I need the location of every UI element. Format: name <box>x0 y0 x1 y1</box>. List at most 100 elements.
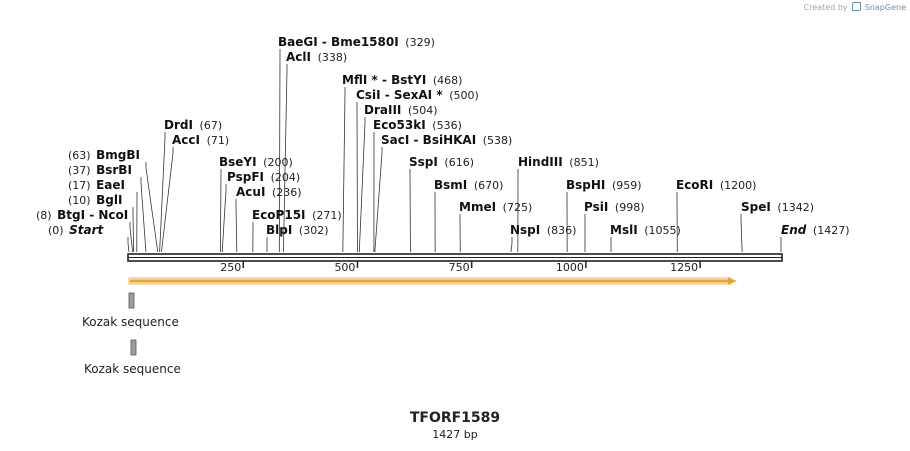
enzyme-name: BsmI <box>434 178 467 192</box>
enzyme-name: BstYI <box>391 73 426 87</box>
site-leader-line <box>132 207 134 253</box>
site-position: (1427) <box>806 224 849 237</box>
enzyme-name: EcoP15I <box>252 208 306 222</box>
site-leader-line <box>161 147 174 253</box>
enzyme-name: BsrBI <box>96 163 132 177</box>
enzyme-name: DraIII <box>364 103 401 117</box>
enzyme-name: End <box>781 223 807 237</box>
site-leader-line <box>235 199 238 253</box>
site-label: BspHI (959) <box>566 178 642 192</box>
orf-arrow-head <box>728 277 737 285</box>
site-position: (504) <box>401 104 437 117</box>
enzyme-name: BsiHKAI <box>423 133 477 147</box>
enzyme-name: BlpI <box>266 223 292 237</box>
site-label: EcoP15I (271) <box>252 208 342 222</box>
site-position: (8) <box>36 209 57 222</box>
site-position: (0) <box>48 224 69 237</box>
site-leader-line <box>140 177 147 253</box>
site-label: BsmI (670) <box>434 178 503 192</box>
site-leader-line <box>219 169 222 253</box>
feature-label-kozak-2: Kozak sequence <box>84 362 181 376</box>
enzyme-name: NspI <box>510 223 540 237</box>
enzyme-name: BseYI <box>219 155 257 169</box>
feature-boxes <box>128 292 137 356</box>
site-leader-line <box>221 184 227 253</box>
sequence-length: 1427 bp <box>432 428 478 441</box>
enzyme-name: BglI <box>96 193 122 207</box>
site-leader-line <box>374 147 383 253</box>
site-label: DrdI (67) <box>164 118 222 132</box>
enzyme-name: MslI <box>610 223 638 237</box>
site-label: CsiI - SexAI * (500) <box>356 88 479 102</box>
site-position: (67) <box>193 119 222 132</box>
site-name-separator: - <box>381 88 394 102</box>
axis-ticks: 250 500 750 1000 1250 <box>220 261 701 274</box>
site-label: PsiI (998) <box>584 200 644 214</box>
site-position: (302) <box>292 224 328 237</box>
axis-tick-label: 750 <box>449 261 470 274</box>
site-name-separator: - <box>318 35 331 49</box>
enzyme-name: HindIII <box>518 155 563 169</box>
enzyme-name: Bme1580I <box>331 35 399 49</box>
site-label: AccI (71) <box>172 133 229 147</box>
credit-brand: SnapGene <box>864 3 906 12</box>
enzyme-name: MmeI <box>459 200 496 214</box>
site-position: (851) <box>563 156 599 169</box>
site-name-separator: - <box>378 73 391 87</box>
site-position: (468) <box>426 74 462 87</box>
site-position: (536) <box>426 119 462 132</box>
site-position: (538) <box>476 134 512 147</box>
site-leader-line <box>283 64 288 253</box>
snapgene-credit: Created by SnapGene <box>804 2 906 12</box>
site-label: AclI (338) <box>286 50 347 64</box>
enzyme-name: BaeGI <box>278 35 318 49</box>
site-label: AcuI (236) <box>236 185 302 199</box>
site-position: (616) <box>438 156 474 169</box>
feature-label-kozak-1: Kozak sequence <box>82 315 179 329</box>
site-position: (1342) <box>771 201 814 214</box>
site-position: (1200) <box>713 179 756 192</box>
site-label: (10) BglI <box>68 193 122 207</box>
site-position: (725) <box>496 201 532 214</box>
axis-tick-label: 250 <box>220 261 241 274</box>
site-label: SacI - BsiHKAI (538) <box>381 133 512 147</box>
site-label: HindIII (851) <box>518 155 599 169</box>
feature-box-kozak <box>130 339 137 356</box>
axis-tick-label: 1000 <box>556 261 584 274</box>
enzyme-name: SexAI * <box>394 88 443 102</box>
site-position: (63) <box>68 149 96 162</box>
site-labels: BaeGI - Bme1580I (329)AclI (338)MflI * -… <box>36 35 850 237</box>
site-label: SspI (616) <box>409 155 474 169</box>
backbone <box>127 253 783 262</box>
site-leader-line <box>740 214 743 253</box>
site-label: MmeI (725) <box>459 200 532 214</box>
enzyme-name: BmgBI <box>96 148 140 162</box>
site-leader-line <box>358 117 366 253</box>
enzyme-name: SacI <box>381 133 409 147</box>
site-position: (836) <box>540 224 576 237</box>
site-position: (329) <box>399 36 435 49</box>
enzyme-name: Eco53kI <box>373 118 426 132</box>
site-position: (71) <box>200 134 229 147</box>
site-label: (0) Start <box>48 223 104 237</box>
site-position: (200) <box>257 156 293 169</box>
site-leader-line <box>127 237 130 253</box>
site-label: (37) BsrBI <box>68 163 132 177</box>
enzyme-name: BspHI <box>566 178 605 192</box>
enzyme-name: SspI <box>409 155 438 169</box>
site-label: NspI (836) <box>510 223 576 237</box>
site-leader-line <box>129 222 134 253</box>
site-label: End (1427) <box>781 223 850 237</box>
enzyme-name: AcuI <box>236 185 265 199</box>
site-leaders <box>127 49 782 253</box>
site-position: (998) <box>608 201 644 214</box>
site-position: (271) <box>306 209 342 222</box>
enzyme-name: AccI <box>172 133 200 147</box>
axis-tick-label: 500 <box>334 261 355 274</box>
site-label: (17) EaeI <box>68 178 125 192</box>
site-label: BlpI (302) <box>266 223 329 237</box>
site-position: (236) <box>265 186 301 199</box>
enzyme-name: PspFI <box>227 170 264 184</box>
site-position: (959) <box>605 179 641 192</box>
